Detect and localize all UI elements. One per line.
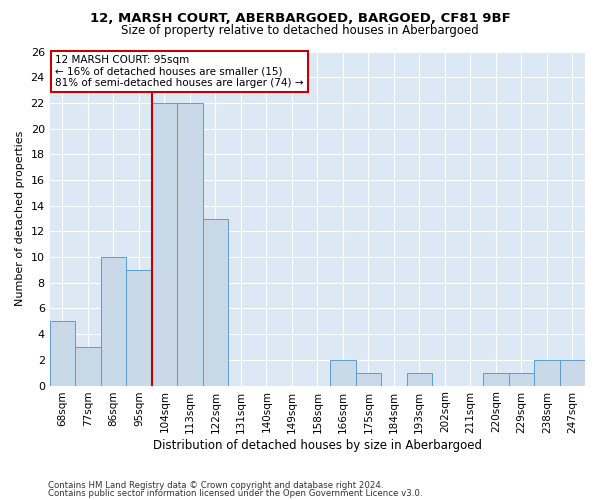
Bar — [560, 360, 585, 386]
Bar — [101, 257, 126, 386]
Bar — [75, 347, 101, 386]
Text: Contains public sector information licensed under the Open Government Licence v3: Contains public sector information licen… — [48, 488, 422, 498]
Bar — [483, 372, 509, 386]
Bar — [126, 270, 152, 386]
Text: Contains HM Land Registry data © Crown copyright and database right 2024.: Contains HM Land Registry data © Crown c… — [48, 481, 383, 490]
Bar — [152, 103, 177, 386]
Bar — [330, 360, 356, 386]
Bar — [203, 218, 228, 386]
Bar — [356, 372, 381, 386]
X-axis label: Distribution of detached houses by size in Aberbargoed: Distribution of detached houses by size … — [153, 440, 482, 452]
Text: Size of property relative to detached houses in Aberbargoed: Size of property relative to detached ho… — [121, 24, 479, 37]
Text: 12, MARSH COURT, ABERBARGOED, BARGOED, CF81 9BF: 12, MARSH COURT, ABERBARGOED, BARGOED, C… — [89, 12, 511, 26]
Bar — [177, 103, 203, 386]
Bar — [407, 372, 432, 386]
Bar — [534, 360, 560, 386]
Y-axis label: Number of detached properties: Number of detached properties — [15, 131, 25, 306]
Bar — [50, 322, 75, 386]
Bar — [509, 372, 534, 386]
Text: 12 MARSH COURT: 95sqm
← 16% of detached houses are smaller (15)
81% of semi-deta: 12 MARSH COURT: 95sqm ← 16% of detached … — [55, 55, 304, 88]
